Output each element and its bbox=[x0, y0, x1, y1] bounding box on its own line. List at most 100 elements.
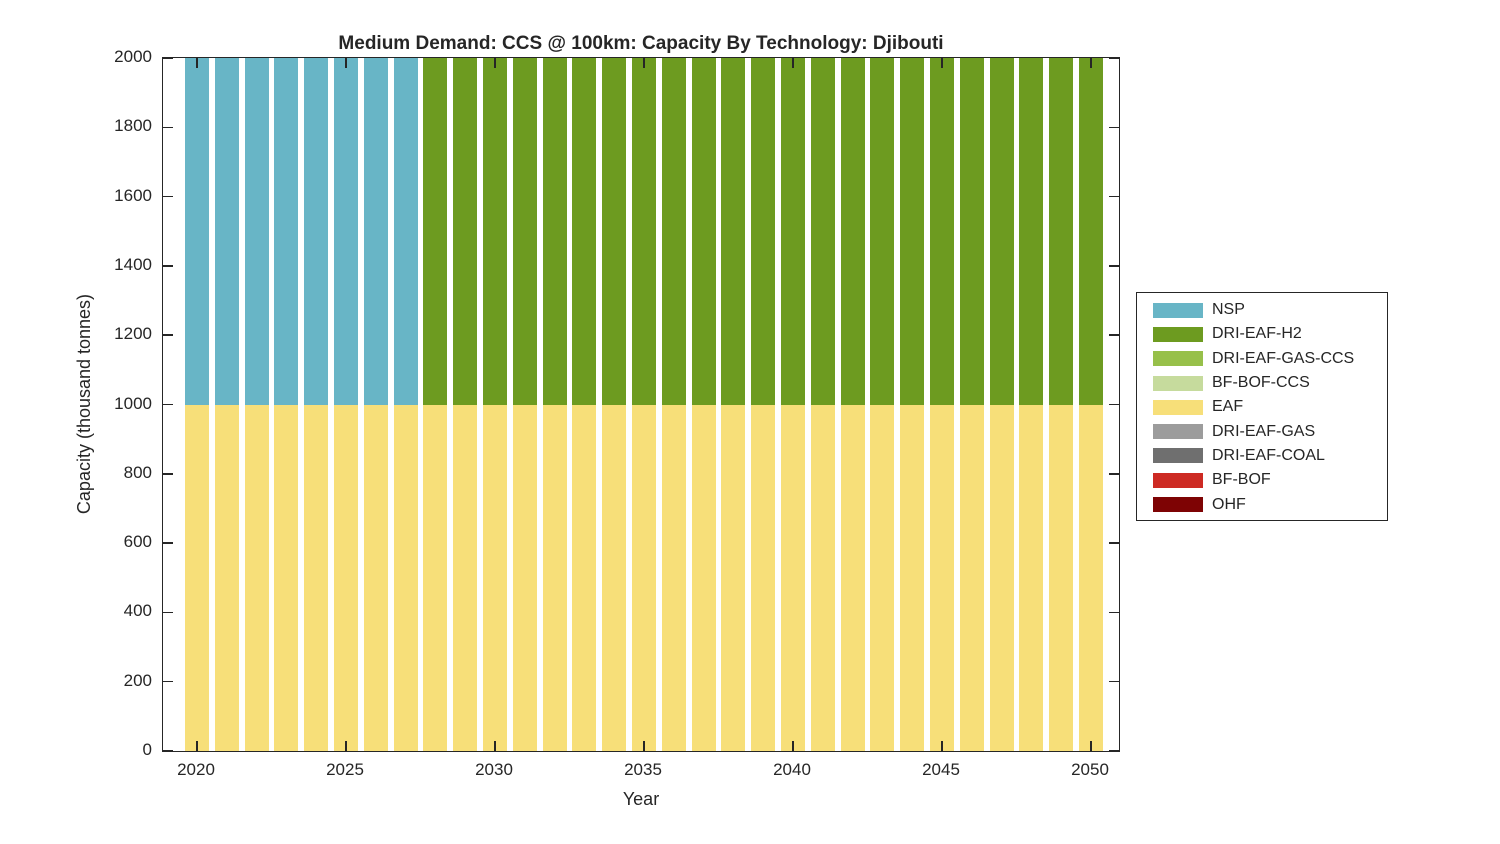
x-tick-mark-top-2035 bbox=[643, 58, 645, 68]
legend-label-eaf: EAF bbox=[1212, 398, 1244, 416]
bar-segment-nsp-2026 bbox=[363, 58, 388, 405]
x-tick-mark-bottom-2050 bbox=[1090, 741, 1092, 751]
bar-segment-nsp-2020 bbox=[185, 58, 209, 405]
x-tick-mark-top-2040 bbox=[792, 58, 794, 68]
legend-swatch-dri-eaf-gas bbox=[1153, 424, 1203, 440]
bar-segment-dri-eaf-h2-2040 bbox=[781, 58, 805, 405]
y-tick-mark-right-1200 bbox=[1109, 334, 1119, 336]
bar-segment-eaf-2045 bbox=[930, 404, 954, 751]
bar-segment-nsp-2022 bbox=[244, 58, 269, 405]
bar-segment-dri-eaf-h2-2029 bbox=[453, 58, 478, 405]
legend-row-ohf: OHF bbox=[1153, 492, 1387, 516]
bar-segment-nsp-2027 bbox=[393, 58, 418, 405]
x-tick-label-2040: 2040 bbox=[773, 760, 811, 779]
bar-segment-dri-eaf-h2-2031 bbox=[512, 58, 537, 405]
bar-segment-eaf-2043 bbox=[870, 404, 895, 751]
y-tick-mark-left-1400 bbox=[163, 265, 173, 267]
bar-segment-eaf-2044 bbox=[900, 404, 925, 751]
bar-segment-eaf-2036 bbox=[661, 404, 686, 751]
bar-segment-eaf-2033 bbox=[572, 404, 597, 751]
bar-segment-eaf-2030 bbox=[483, 404, 507, 751]
legend-label-ohf: OHF bbox=[1212, 495, 1246, 513]
y-tick-mark-left-1800 bbox=[163, 126, 173, 129]
bar-segment-dri-eaf-h2-2033 bbox=[572, 58, 597, 405]
x-tick-mark-bottom-2045 bbox=[941, 741, 943, 751]
bar-segment-dri-eaf-h2-2030 bbox=[483, 58, 507, 405]
y-tick-label-0: 0 bbox=[142, 740, 152, 759]
y-tick-mark-right-200 bbox=[1109, 680, 1119, 683]
y-tick-mark-left-0 bbox=[163, 750, 173, 751]
y-tick-mark-right-1600 bbox=[1109, 195, 1119, 198]
legend-label-bf-bof-ccs: BF-BOF-CCS bbox=[1212, 374, 1310, 392]
y-tick-label-1600: 1600 bbox=[114, 185, 152, 205]
bar-segment-dri-eaf-h2-2037 bbox=[691, 58, 716, 405]
y-tick-mark-left-600 bbox=[163, 542, 173, 544]
legend-swatch-ohf bbox=[1153, 497, 1203, 513]
bar-segment-eaf-2046 bbox=[959, 404, 984, 751]
bar-segment-nsp-2021 bbox=[214, 58, 239, 405]
legend-row-eaf: EAF bbox=[1153, 395, 1387, 419]
bar-segment-eaf-2049 bbox=[1049, 404, 1074, 751]
bar-segment-dri-eaf-h2-2039 bbox=[751, 58, 776, 405]
legend-swatch-bf-bof bbox=[1153, 472, 1203, 488]
y-tick-label-1000: 1000 bbox=[114, 393, 152, 413]
x-tick-label-2035: 2035 bbox=[624, 760, 662, 779]
legend-row-dri-eaf-gas: DRI-EAF-GAS bbox=[1153, 419, 1387, 443]
bar-segment-nsp-2023 bbox=[274, 58, 299, 405]
bar-segment-dri-eaf-h2-2045 bbox=[930, 58, 954, 405]
legend-row-dri-eaf-gas-ccs: DRI-EAF-GAS-CCS bbox=[1153, 347, 1387, 371]
bar-segment-dri-eaf-h2-2048 bbox=[1019, 58, 1044, 405]
bar-segment-eaf-2042 bbox=[840, 404, 865, 751]
y-tick-mark-left-1000 bbox=[163, 403, 173, 406]
bar-segment-dri-eaf-h2-2035 bbox=[632, 58, 656, 405]
bar-segment-eaf-2032 bbox=[542, 404, 567, 751]
y-tick-mark-left-2000 bbox=[163, 58, 173, 59]
y-tick-mark-right-1800 bbox=[1109, 126, 1119, 129]
bar-segment-eaf-2021 bbox=[214, 404, 239, 751]
bar-segment-eaf-2026 bbox=[363, 404, 388, 751]
y-tick-mark-left-800 bbox=[163, 473, 173, 475]
y-tick-mark-right-1000 bbox=[1109, 403, 1119, 406]
legend-label-nsp: NSP bbox=[1212, 301, 1245, 319]
x-tick-mark-top-2020 bbox=[196, 58, 198, 68]
legend-row-bf-bof-ccs: BF-BOF-CCS bbox=[1153, 371, 1387, 395]
legend-label-dri-eaf-gas: DRI-EAF-GAS bbox=[1212, 422, 1316, 440]
legend-label-dri-eaf-coal: DRI-EAF-COAL bbox=[1212, 446, 1325, 464]
legend-row-bf-bof: BF-BOF bbox=[1153, 468, 1387, 492]
bar-segment-eaf-2020 bbox=[185, 404, 209, 751]
bar-segment-eaf-2028 bbox=[423, 404, 448, 751]
y-tick-label-800: 800 bbox=[123, 462, 152, 482]
x-tick-mark-top-2030 bbox=[494, 58, 496, 68]
y-tick-label-400: 400 bbox=[123, 601, 152, 621]
bar-segment-dri-eaf-h2-2028 bbox=[423, 58, 448, 405]
x-tick-mark-bottom-2025 bbox=[345, 741, 347, 751]
x-tick-mark-bottom-2040 bbox=[792, 741, 794, 751]
bar-segment-eaf-2022 bbox=[244, 404, 269, 751]
legend-swatch-dri-eaf-gas-ccs bbox=[1153, 351, 1203, 367]
bar-segment-dri-eaf-h2-2050 bbox=[1079, 58, 1103, 405]
bar-segment-dri-eaf-h2-2043 bbox=[870, 58, 895, 405]
legend-swatch-dri-eaf-h2 bbox=[1153, 326, 1203, 342]
legend: NSP DRI-EAF-H2 DRI-EAF-GAS-CCS BF-BOF-CCS EA… bbox=[1136, 292, 1388, 521]
plot-area bbox=[162, 57, 1120, 752]
x-tick-mark-bottom-2030 bbox=[494, 741, 496, 751]
bar-segment-eaf-2050 bbox=[1079, 404, 1103, 751]
bar-segment-dri-eaf-h2-2044 bbox=[900, 58, 925, 405]
bar-segment-eaf-2023 bbox=[274, 404, 299, 751]
bar-segment-eaf-2047 bbox=[989, 404, 1014, 751]
y-tick-label-1800: 1800 bbox=[114, 116, 152, 136]
bar-segment-dri-eaf-h2-2034 bbox=[602, 58, 627, 405]
y-tick-mark-right-800 bbox=[1109, 473, 1119, 475]
legend-swatch-nsp bbox=[1153, 302, 1203, 318]
y-tick-mark-right-400 bbox=[1109, 611, 1119, 614]
bar-segment-dri-eaf-h2-2038 bbox=[721, 58, 746, 405]
bar-segment-dri-eaf-h2-2046 bbox=[959, 58, 984, 405]
legend-row-dri-eaf-coal: DRI-EAF-COAL bbox=[1153, 444, 1387, 468]
x-tick-label-2025: 2025 bbox=[326, 760, 364, 779]
y-tick-mark-left-200 bbox=[163, 680, 173, 683]
legend-label-dri-eaf-gas-ccs: DRI-EAF-GAS-CCS bbox=[1212, 349, 1355, 367]
legend-swatch-bf-bof-ccs bbox=[1153, 375, 1203, 391]
bar-segment-eaf-2038 bbox=[721, 404, 746, 751]
y-tick-label-1200: 1200 bbox=[114, 324, 152, 344]
x-tick-mark-top-2045 bbox=[941, 58, 943, 68]
